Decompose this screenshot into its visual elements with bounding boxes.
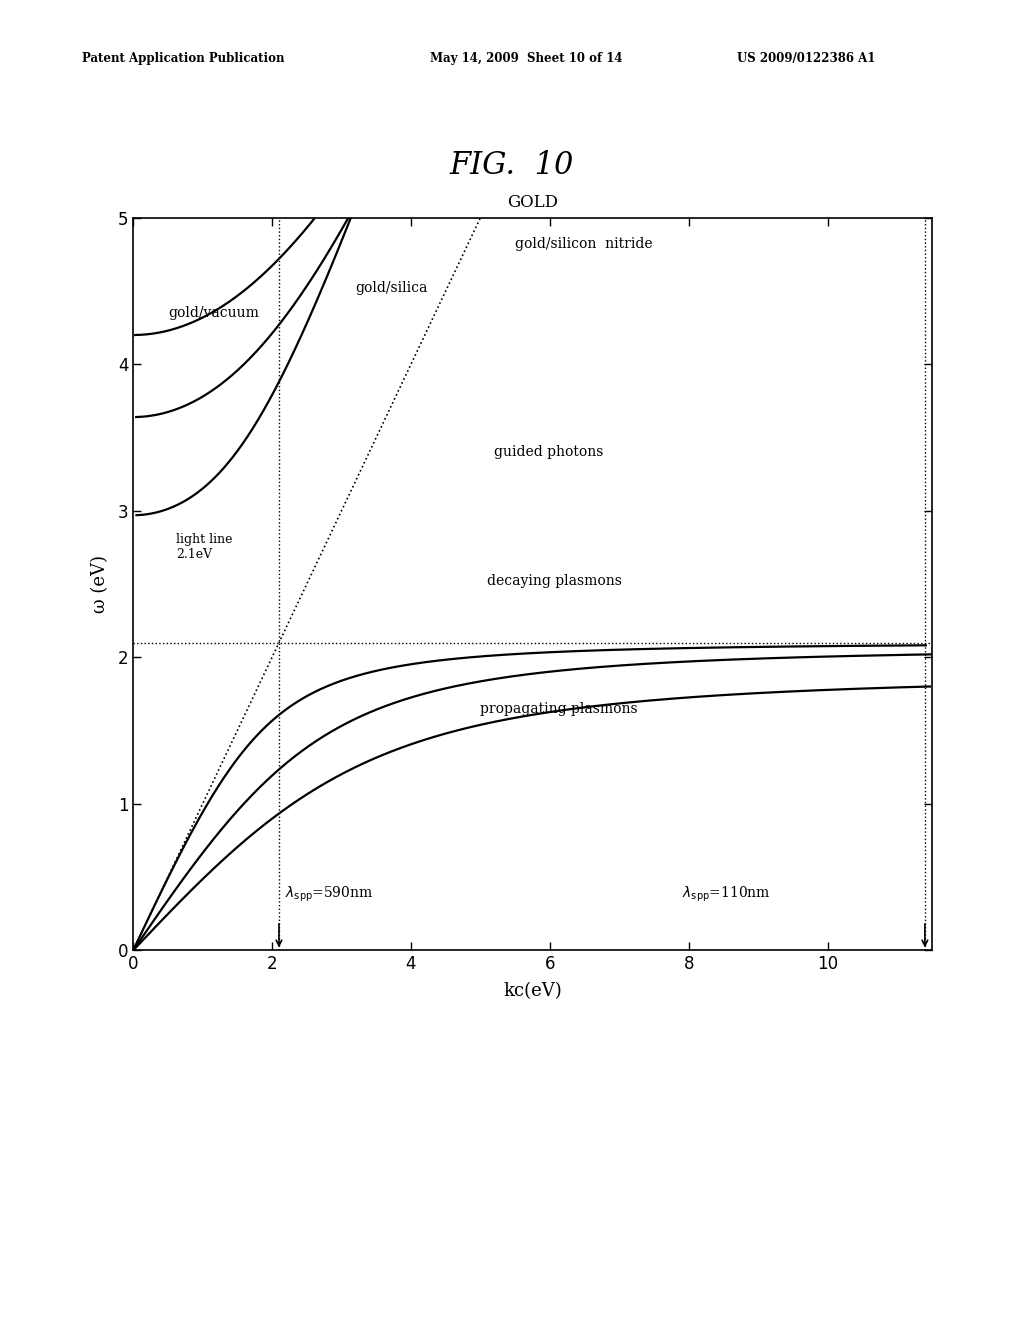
Y-axis label: ω (eV): ω (eV) — [91, 556, 110, 612]
Text: gold/silicon  nitride: gold/silicon nitride — [515, 238, 652, 251]
Text: $\lambda$$_{\sf spp}$=110nm: $\lambda$$_{\sf spp}$=110nm — [682, 886, 770, 904]
Text: gold/vacuum: gold/vacuum — [168, 306, 259, 319]
Text: FIG.  10: FIG. 10 — [450, 149, 574, 181]
Text: propagating plasmons: propagating plasmons — [480, 702, 638, 715]
Text: Patent Application Publication: Patent Application Publication — [82, 51, 285, 65]
Text: gold/silica: gold/silica — [355, 281, 428, 296]
Text: US 2009/0122386 A1: US 2009/0122386 A1 — [737, 51, 876, 65]
Text: May 14, 2009  Sheet 10 of 14: May 14, 2009 Sheet 10 of 14 — [430, 51, 623, 65]
Text: $\lambda$$_{\sf spp}$=590nm: $\lambda$$_{\sf spp}$=590nm — [285, 886, 373, 904]
Title: GOLD: GOLD — [507, 194, 558, 211]
Text: light line
2.1eV: light line 2.1eV — [176, 533, 232, 561]
X-axis label: kc(eV): kc(eV) — [503, 982, 562, 999]
Text: decaying plasmons: decaying plasmons — [487, 574, 623, 589]
Text: guided photons: guided photons — [495, 445, 604, 459]
